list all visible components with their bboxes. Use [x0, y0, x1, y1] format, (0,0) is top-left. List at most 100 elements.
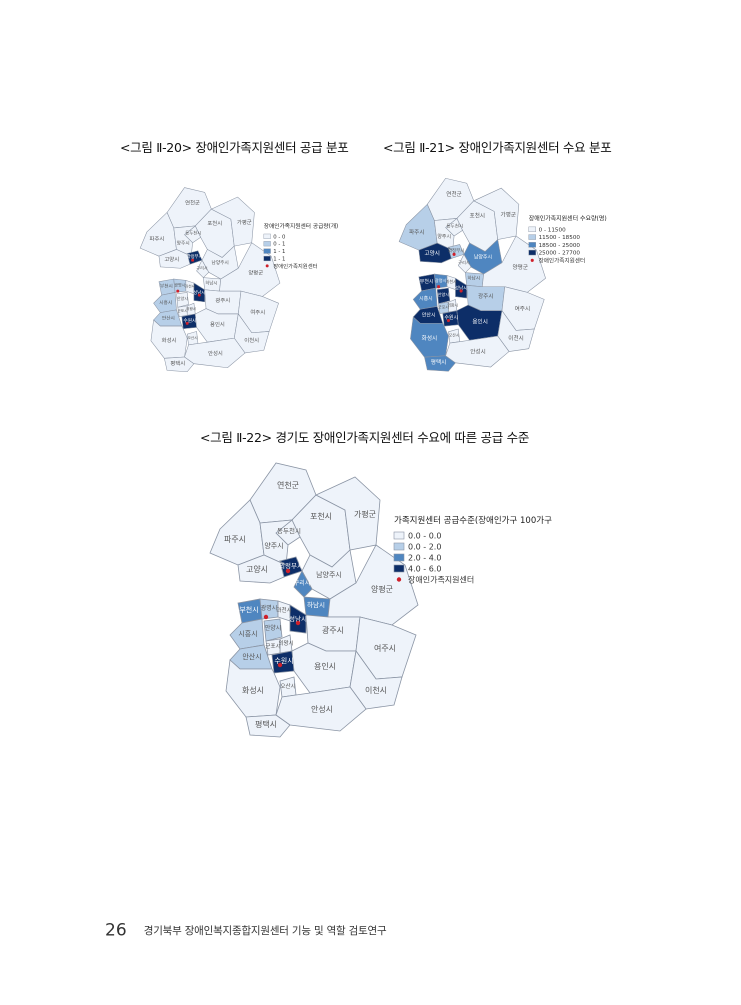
- region-label: 안산시: [242, 652, 261, 661]
- region-label: 군포시: [177, 308, 187, 313]
- family-support-center-marker: [185, 321, 189, 325]
- legend-swatch: [528, 249, 536, 256]
- legend-swatch: [263, 248, 271, 254]
- region-label: 파주시: [409, 228, 425, 236]
- region-label: 안성시: [208, 349, 223, 357]
- legend-swatch: [393, 531, 405, 540]
- family-support-center-marker: [285, 568, 291, 574]
- region-label: 수원시: [274, 656, 293, 665]
- region-label: 안양시: [177, 295, 188, 301]
- region-label: 이천시: [508, 334, 524, 342]
- family-support-center-marker: [197, 293, 201, 297]
- region-label: 연천군: [446, 190, 462, 198]
- region-label: 하남시: [307, 600, 325, 609]
- region-label: 남양주시: [316, 570, 342, 579]
- legend-swatch: [393, 542, 405, 551]
- legend-item-label: 4.0 - 6.0: [408, 565, 441, 574]
- legend-title: 장애인가족지원센터 공급량(개): [264, 222, 338, 230]
- family-support-center-marker: [446, 318, 450, 323]
- region-label: 포천시: [470, 212, 486, 220]
- region-label: 여주시: [250, 308, 265, 316]
- region-label: 시흥시: [159, 299, 172, 306]
- region-화성시: [410, 316, 449, 358]
- region-label: 가평군: [354, 509, 376, 519]
- region-label: 성남시: [289, 614, 307, 623]
- legend-swatch: [263, 255, 271, 262]
- region-label: 수원시: [444, 314, 458, 321]
- legend-item-label: 11500 - 18500: [539, 235, 581, 241]
- region-label: 남양주시: [474, 254, 492, 261]
- region-label: 군포시: [265, 643, 280, 650]
- region-label: 광주시: [215, 297, 230, 304]
- region-label: 시흥시: [419, 295, 433, 302]
- family-support-center-marker: [437, 285, 441, 289]
- region-label: 과천시: [276, 606, 291, 614]
- family-support-center-marker: [277, 662, 283, 668]
- region-label: 성남시: [193, 289, 205, 296]
- region-label: 포천시: [310, 511, 332, 521]
- legend-swatch: [263, 241, 271, 247]
- legend-item-label: 25000 - 27700: [539, 251, 581, 257]
- region-label: 양평군: [248, 268, 263, 276]
- legend-swatch: [393, 564, 405, 573]
- region-label: 의정부시: [279, 561, 303, 570]
- region-label: 이천시: [244, 336, 259, 344]
- region-label: 고양시: [424, 249, 440, 257]
- region-label: 구리시: [294, 579, 311, 587]
- legend-marker-label: 장애인가족지원센터: [539, 256, 586, 264]
- region-고양시: [418, 242, 453, 264]
- region-label: 양평군: [371, 584, 393, 594]
- region-label: 하남시: [467, 275, 480, 282]
- region-label: 성남시: [455, 285, 468, 292]
- region-화성시: [225, 659, 281, 718]
- region-label: 광명시: [261, 604, 278, 612]
- family-support-center-marker: [295, 620, 301, 626]
- region-label: 파주시: [150, 235, 165, 243]
- region-label: 부천시: [239, 605, 258, 614]
- region-label: 광명시: [435, 277, 447, 283]
- legend-swatch: [528, 234, 536, 240]
- region-label: 시흥시: [238, 629, 257, 638]
- region-안양시: [436, 287, 451, 304]
- region-label: 오산시: [280, 682, 295, 690]
- region-label: 안산시: [162, 314, 175, 321]
- report-title: 경기북부 장애인복지종합지원센터 기능 및 역할 검토연구: [143, 925, 387, 937]
- figure-21-caption: <그림 Ⅱ-21> 장애인가족지원센터 수요 분포: [383, 140, 612, 155]
- region-고양시: [237, 554, 287, 584]
- region-label: 안양시: [438, 291, 450, 297]
- legend-swatch: [263, 233, 271, 239]
- legend-title: 가족지원센터 공급수준(장애인가구 100가구당 개소수): [394, 515, 552, 526]
- legend-marker-label: 장애인가족지원센터: [273, 262, 317, 270]
- region-label: 의정부시: [187, 253, 203, 260]
- region-안성시: [184, 337, 246, 368]
- region-label: 고양시: [246, 565, 268, 574]
- legend-title: 장애인가족지원센터 수요량(명): [529, 215, 607, 223]
- legend-marker-label: 장애인가족지원센터: [408, 575, 474, 585]
- region-label: 수원시: [183, 317, 196, 324]
- region-label: 안성시: [311, 704, 333, 714]
- region-label: 구리시: [196, 265, 207, 271]
- region-label: 의정부시: [448, 247, 465, 254]
- region-남양주시: [301, 549, 357, 600]
- legend-swatch: [528, 242, 536, 248]
- region-label: 여주시: [515, 305, 531, 313]
- region-성남시: [289, 604, 307, 634]
- region-label: 과천시: [446, 279, 457, 284]
- region-label: 의왕시: [278, 639, 293, 647]
- legend-item-label: 1 - 1: [273, 257, 285, 263]
- region-화성시: [150, 319, 188, 359]
- legend-swatch: [393, 553, 405, 562]
- region-label: 용인시: [472, 318, 488, 325]
- region-label: 가평군: [501, 210, 517, 218]
- region-성남시: [193, 282, 205, 303]
- region-label: 양주시: [437, 233, 451, 240]
- region-label: 이천시: [365, 685, 387, 695]
- region-label: 구리시: [458, 259, 470, 266]
- figure-22-caption: <그림 Ⅱ-22> 경기도 장애인가족지원센터 수요에 따른 공급 수준: [200, 430, 530, 445]
- region-label: 포천시: [207, 219, 222, 227]
- region-label: 파주시: [224, 535, 246, 544]
- region-남양주시: [201, 245, 239, 280]
